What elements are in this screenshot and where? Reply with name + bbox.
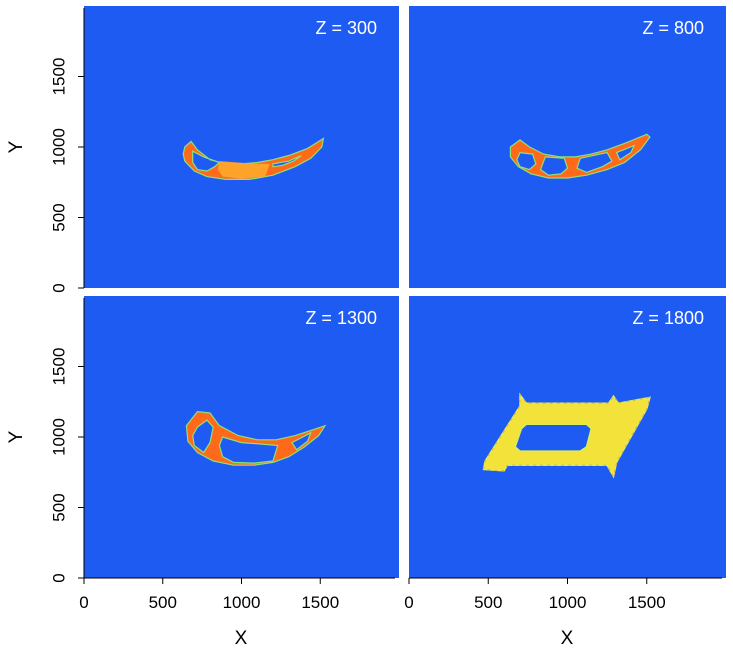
x-tick-label: 500 [149, 593, 177, 612]
x-tick-label: 1500 [628, 593, 666, 612]
x-axis-title-right: X [561, 628, 574, 649]
panel-z800: Z = 800 [409, 6, 726, 288]
x-tick-label: 1500 [301, 593, 339, 612]
y-tick-label: 1000 [49, 128, 68, 166]
panel-z300: Z = 300 0 500 1000 1500 [49, 6, 399, 293]
panel-background [409, 6, 726, 288]
x-tick-label: 1000 [223, 593, 261, 612]
y-axis-title-top: Y [6, 140, 27, 153]
x-tick-label: 500 [474, 593, 502, 612]
x-tick-label: 0 [79, 593, 88, 612]
y-tick-label: 0 [49, 573, 68, 582]
panel-background [409, 296, 726, 578]
x-tick-label: 1000 [549, 593, 587, 612]
part-slice [509, 133, 651, 179]
part-fill-region [217, 161, 270, 179]
part-slice [185, 410, 327, 466]
panel-title: Z = 1800 [632, 308, 704, 328]
y-tick-label: 500 [49, 203, 68, 231]
panel-z1300: Z = 1300 0 500 1000 1500 0 500 1000 1500 [49, 296, 399, 612]
y-tick-label: 1500 [49, 348, 68, 386]
y-tick-label: 500 [49, 493, 68, 521]
panel-title: Z = 300 [315, 18, 377, 38]
panel-title: Z = 1300 [305, 308, 377, 328]
panel-background [84, 6, 399, 288]
y-axis-title-bottom: Y [6, 430, 27, 443]
panel-title: Z = 800 [642, 18, 704, 38]
y-tick-label: 1500 [49, 58, 68, 96]
y-tick-label: 1000 [49, 418, 68, 456]
x-axis-title-left: X [235, 628, 248, 649]
panel-z1800: Z = 1800 0 500 1000 1500 [404, 296, 726, 612]
y-tick-label: 0 [49, 283, 68, 292]
plate-texture [483, 393, 651, 478]
x-tick-label: 0 [404, 593, 413, 612]
